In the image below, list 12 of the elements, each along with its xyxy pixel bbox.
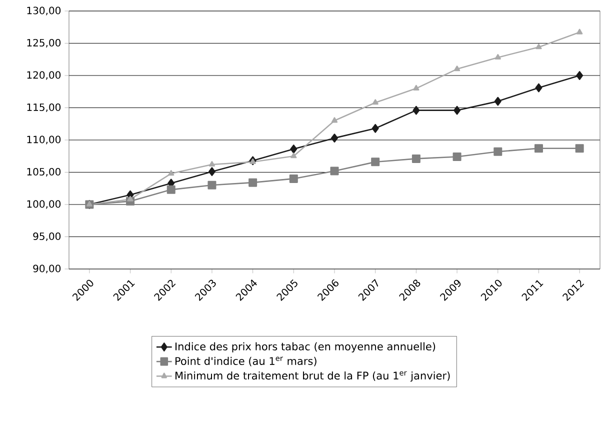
legend-label: Minimum de traitement brut de la FP (au 1$^{er}$ janvier) bbox=[176, 371, 450, 382]
y-tick-label: 120,00 bbox=[27, 71, 61, 80]
y-tick-label: 100,00 bbox=[27, 200, 61, 209]
y-tick-label: 130,00 bbox=[27, 6, 61, 16]
y-tick-label: 95,00 bbox=[33, 232, 61, 242]
y-tick-label: 105,00 bbox=[27, 168, 61, 177]
legend-label: Point d'indice (au 1$^{er}$ mars) bbox=[176, 356, 316, 366]
legend-label: Indice des prix hors tabac (en moyenne annuelle) bbox=[176, 342, 436, 352]
y-tick-label: 125,00 bbox=[27, 38, 61, 48]
y-tick-label: 115,00 bbox=[27, 103, 61, 112]
y-tick-label: 110,00 bbox=[27, 136, 61, 144]
y-tick-label: 90,00 bbox=[33, 264, 61, 274]
